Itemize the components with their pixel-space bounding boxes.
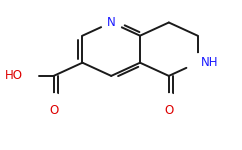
Text: HO: HO	[4, 69, 23, 82]
Text: O: O	[164, 104, 174, 117]
Text: N: N	[107, 16, 116, 29]
Text: O: O	[49, 104, 58, 117]
Text: NH: NH	[200, 56, 218, 69]
